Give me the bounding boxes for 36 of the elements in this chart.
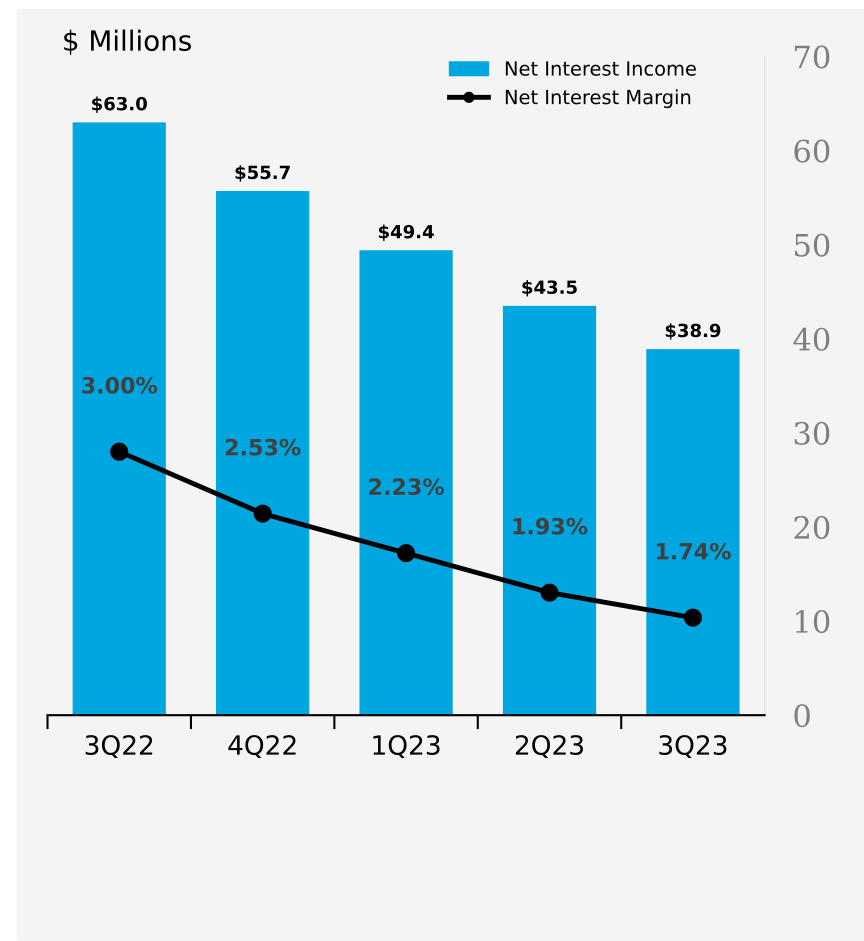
data-label: $55.7 (236, 165, 290, 182)
data-label: $43.5 (522, 280, 577, 296)
data-label: 2.53% (226, 438, 300, 456)
y-axis-title: $ Millions (64, 30, 191, 55)
x-tick-label: 4Q22 (228, 735, 296, 758)
bar (502, 306, 596, 716)
point (110, 442, 128, 461)
data-label: $49.4 (378, 224, 434, 241)
bar (359, 250, 453, 716)
data-label: 2.23% (369, 478, 444, 496)
y-tick-label: 50 (795, 234, 830, 257)
y-tick-label: 60 (794, 139, 830, 163)
point (540, 584, 559, 602)
y-tick-label: 70 (794, 45, 830, 69)
x-tick-label: 2Q23 (516, 735, 583, 758)
bar (646, 349, 740, 716)
legend-label: Net Interest Income (506, 61, 696, 76)
data-label: 1.93% (513, 518, 588, 535)
point (397, 544, 416, 562)
x-tick-label: 3Q23 (659, 735, 726, 758)
x-tick-label: 3Q22 (86, 735, 152, 758)
data-label: 1.74% (656, 542, 731, 560)
bar (72, 122, 166, 716)
y-tick-label: 10 (796, 610, 830, 634)
x-tick-label: 1Q23 (373, 735, 440, 758)
bar (216, 191, 310, 716)
y-tick-label: 20 (794, 516, 830, 540)
y-tick-label: 30 (794, 422, 830, 445)
data-label: $63.0 (92, 96, 147, 113)
point (684, 608, 702, 627)
legend-label: Net Interest Margin (506, 89, 690, 108)
point (254, 504, 272, 523)
y-tick-label: 0 (794, 704, 810, 728)
y-tick-label: 40 (793, 328, 830, 351)
data-label: 3.00% (82, 376, 158, 394)
data-label: $38.9 (666, 323, 720, 340)
